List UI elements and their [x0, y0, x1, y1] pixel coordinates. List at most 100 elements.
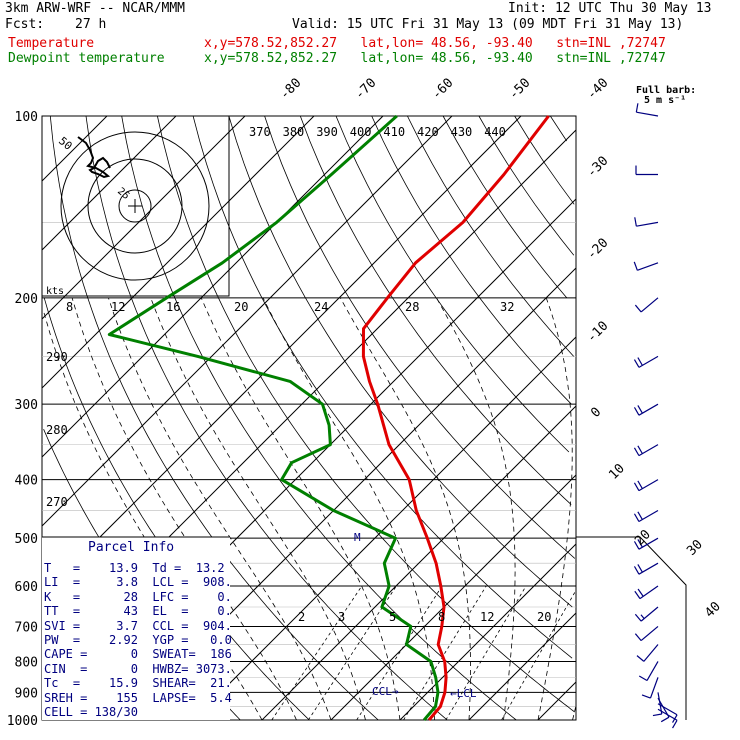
- moist-adiabat-line: [339, 297, 471, 721]
- dry-adiabat-line: [192, 115, 573, 659]
- wind-barb-flag: [652, 713, 662, 717]
- pressure-tick-label: 700: [15, 620, 38, 635]
- parcel-info-line: PW = 2.92 YGP = 0.0: [44, 633, 232, 647]
- mixing-ratio-line: [445, 585, 527, 721]
- melting-level-marker: M: [354, 531, 361, 544]
- wind-barb: [633, 261, 659, 271]
- wind-speed-axis-label: 20: [234, 300, 248, 314]
- wind-barb-staff: [643, 644, 659, 662]
- isotherm-label: -70: [352, 76, 379, 103]
- wind-barb-flag: [633, 513, 640, 522]
- lcl-marker: ←LCL: [450, 687, 477, 700]
- wind-barb-flag: [633, 447, 640, 456]
- wind-barb: [634, 217, 659, 227]
- isotherm-label: 10: [606, 461, 628, 483]
- wind-barb-staff: [638, 537, 659, 550]
- theta-lower-label: 270: [46, 495, 68, 509]
- wind-barb-flag: [637, 357, 643, 366]
- wind-barb: [657, 703, 678, 723]
- wind-speed-axis-label: 16: [166, 300, 180, 314]
- isotherm-line: [41, 115, 522, 596]
- wind-speed-axis-label: 28: [405, 300, 419, 314]
- wind-barb-flag: [641, 694, 651, 699]
- isotherm-label: -20: [584, 236, 611, 263]
- isotherm-label: -60: [429, 76, 456, 103]
- wind-barb: [635, 103, 659, 117]
- pressure-tick-label: 800: [15, 655, 38, 670]
- isotherm-label: 30: [684, 537, 706, 559]
- wind-speed-axis-label: 8: [66, 300, 73, 314]
- wind-barb: [652, 692, 663, 717]
- dry-adiabat-line: [85, 115, 448, 721]
- wind-barb-flag: [633, 541, 640, 550]
- wind-barb: [636, 644, 659, 662]
- wind-barb-staff: [638, 403, 659, 416]
- wind-barb-flag: [637, 445, 643, 454]
- wind-barb: [633, 403, 659, 416]
- wind-barb-flag: [633, 261, 638, 271]
- dry-adiabat-line: [228, 115, 573, 608]
- model-title: 3km ARW-WRF -- NCAR/MMM: [5, 1, 186, 16]
- wind-barb-flag: [633, 359, 640, 368]
- wind-barb-flag: [640, 614, 645, 619]
- dry-adiabat-line: [49, 115, 379, 721]
- wind-barb-flag: [637, 588, 644, 597]
- moist-adiabat-line: [436, 297, 516, 721]
- parcel-info-line: CELL = 138/30: [44, 705, 138, 719]
- barb-panel-edge: [576, 536, 687, 720]
- theta-lower-label: 280: [46, 423, 68, 437]
- wind-barb-staff: [640, 625, 659, 642]
- wind-barb-staff: [637, 262, 659, 271]
- dry-adiabat-line: [514, 115, 575, 205]
- pressure-tick-label: 500: [15, 532, 38, 547]
- dewpoint-legend-label: Dewpoint temperature: [8, 51, 165, 66]
- isotherm-label: -30: [584, 154, 611, 181]
- wind-barb: [633, 562, 659, 575]
- wind-barb: [638, 661, 659, 682]
- dry-adiabat-line: [478, 115, 575, 256]
- pressure-tick-label: 200: [15, 292, 38, 307]
- init-time: Init: 12 UTC Thu 30 May 13: [508, 1, 712, 16]
- isotherm-label: -10: [584, 319, 611, 346]
- wind-barb-staff: [638, 562, 659, 575]
- mixing-ratio-line: [356, 585, 443, 721]
- wind-speed-axis-label: 12: [111, 300, 125, 314]
- wind-barb-flag: [637, 539, 643, 548]
- wind-barb: [633, 444, 659, 457]
- wind-barb-staff: [636, 221, 659, 227]
- dry-adiabat-line: [157, 115, 575, 713]
- wind-barb-flag: [637, 405, 643, 414]
- isotherm-line: [192, 336, 577, 721]
- mixing-ratio-label: 5: [389, 610, 396, 624]
- wind-barb-flag: [635, 103, 639, 113]
- pressure-tick-label: 300: [15, 398, 38, 413]
- wind-barb-flag: [637, 511, 643, 520]
- isotherm-line: [399, 543, 577, 721]
- wind-barb-flag: [660, 716, 670, 723]
- hodograph-frame: [41, 115, 230, 297]
- theta-label: 430: [451, 125, 473, 139]
- mixing-ratio-label: 3: [338, 610, 345, 624]
- parcel-info-background: [42, 537, 230, 720]
- isotherm-line: [41, 115, 108, 182]
- dry-adiabat-line: [371, 115, 572, 405]
- parcel-info-title: Parcel Info: [88, 540, 175, 555]
- mixing-ratio-label: 12: [480, 610, 494, 624]
- moist-adiabat-line: [108, 297, 332, 721]
- wind-barb-staff: [638, 355, 659, 368]
- parcel-info-line: CIN = 0 HWBZ= 3073.: [44, 661, 232, 676]
- forecast-hour: 27 h: [75, 17, 107, 32]
- wind-barb-flag: [638, 675, 648, 682]
- pressure-tick-label: 600: [15, 580, 38, 595]
- wind-barb-flag: [634, 633, 642, 641]
- hodograph-ring-mid: [87, 158, 183, 254]
- temperature-profile: [361, 115, 550, 721]
- temperature-legend-label: Temperature: [8, 36, 95, 51]
- wind-barb-flag: [637, 480, 643, 489]
- wind-barb: [633, 479, 659, 492]
- theta-label: 420: [417, 125, 439, 139]
- moist-adiabat-line: [200, 297, 401, 721]
- isotherm-line: [537, 681, 577, 721]
- temperature-legend-info: x,y=578.52,852.27 lat,lon= 48.56, -93.40…: [204, 36, 666, 51]
